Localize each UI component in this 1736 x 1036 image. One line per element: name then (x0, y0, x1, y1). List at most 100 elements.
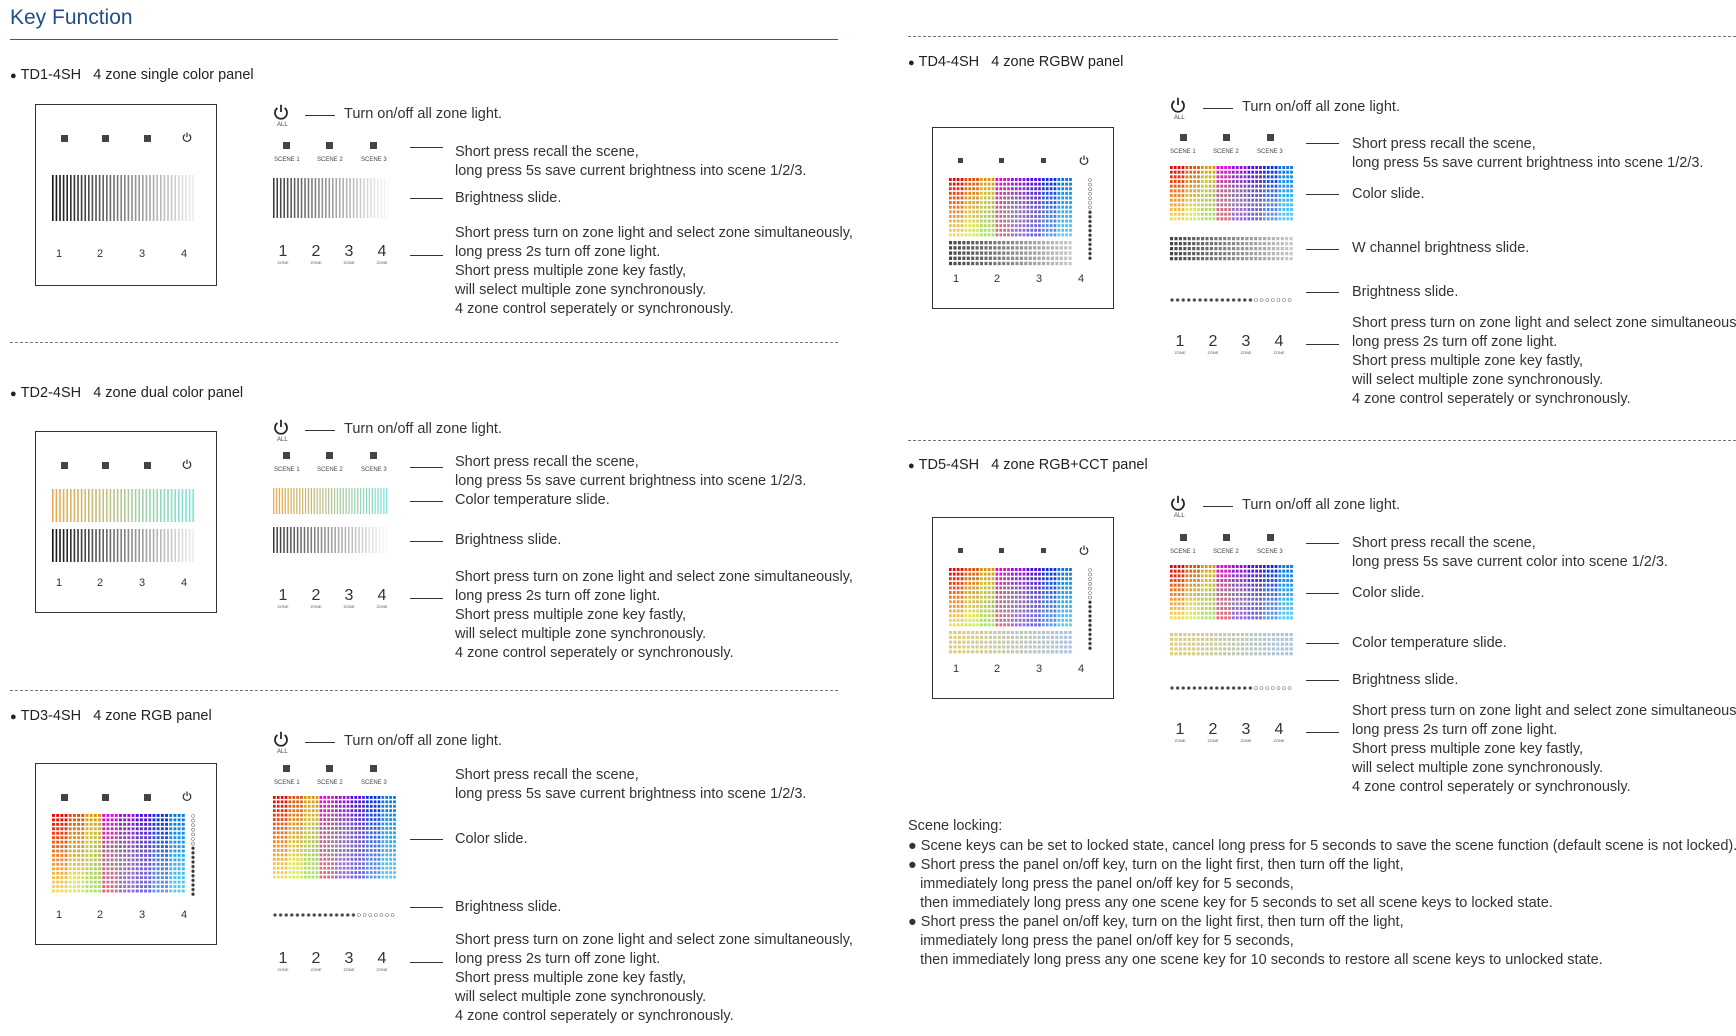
leader-line (410, 598, 443, 599)
divider (10, 690, 838, 691)
color-gradient-icon (949, 178, 1073, 238)
brightness-gradient-icon (52, 175, 196, 221)
slide-desc: W channel brightness slide. (1352, 240, 1530, 256)
scene-label: SCENE 1 (274, 157, 300, 163)
divider (908, 36, 1736, 37)
zone-desc-line: Short press turn on zone light and selec… (1352, 315, 1736, 331)
title-rule (10, 39, 838, 40)
slide-desc: Brightness slide. (455, 899, 562, 915)
zone-desc-line: 4 zone control seperately or synchronous… (455, 645, 734, 661)
zone-desc-line: Short press turn on zone light and selec… (455, 932, 853, 948)
leader-line (410, 962, 443, 963)
scene-label: SCENE 1 (274, 467, 300, 473)
scene-key-icon (61, 135, 68, 142)
leader-line (1306, 194, 1339, 195)
zone-desc-line: 4 zone control seperately or synchronous… (1352, 391, 1631, 407)
panel-illustration: 1 2 3 4 (35, 104, 217, 286)
power-icon (1079, 155, 1089, 166)
slide-desc: Brightness slide. (455, 190, 562, 206)
scene-key-icon (326, 142, 333, 149)
scene-key-icon (102, 135, 109, 142)
brightness-gradient-icon (1170, 237, 1294, 262)
color-temperature-gradient-icon (273, 488, 389, 514)
zone-desc-line: Short press multiple zone key fastly, (455, 263, 687, 279)
power-icon (274, 731, 288, 747)
scene-desc: Short press recall the scene, long press … (1352, 136, 1704, 171)
power-icon (1171, 495, 1185, 511)
scene-locking-text: ● Scene keys can be set to locked state,… (908, 838, 1736, 968)
zone-key: 4 ZONE (1273, 721, 1285, 744)
section-heading: ● TD2-4SH 4 zone dual color panel (10, 385, 244, 401)
zone-desc-line: long press 2s turn off zone light. (1352, 722, 1558, 738)
zone-key: 3 ZONE (343, 243, 355, 266)
zone-key: 3 ZONE (343, 587, 355, 610)
scene-label: SCENE 3 (361, 780, 387, 786)
color-gradient-icon (949, 568, 1073, 628)
leader-line (410, 255, 443, 256)
slide-desc: Color temperature slide. (455, 492, 610, 508)
leader-line (1306, 249, 1339, 250)
leader-line (1306, 344, 1339, 345)
leader-line (410, 839, 443, 840)
slide-desc: Color temperature slide. (1352, 635, 1507, 651)
power-icon (182, 132, 192, 143)
zone-desc-line: long press 2s turn off zone light. (455, 588, 661, 604)
leader-line (410, 467, 443, 468)
leader-line (1306, 680, 1339, 681)
zone-desc: Short press turn on zone light and selec… (1352, 702, 1736, 797)
zone-desc: Short press turn on zone light and selec… (455, 224, 853, 319)
color-gradient-icon (1170, 565, 1294, 621)
section-heading: ● TD5-4SH 4 zone RGB+CCT panel (908, 457, 1148, 473)
scene-label: SCENE 2 (317, 157, 343, 163)
color-gradient-icon (273, 796, 397, 880)
power-icon (274, 419, 288, 435)
zone-desc-line: 4 zone control seperately or synchronous… (1352, 779, 1631, 795)
slide-desc: Color slide. (455, 831, 528, 847)
dot-slider-icon (273, 905, 397, 923)
panel-illustration: 1 2 3 4 (35, 431, 217, 613)
power-label: ALL (1174, 115, 1185, 121)
color-temperature-gradient-icon (1170, 633, 1294, 657)
color-gradient-icon (52, 814, 186, 894)
color-temperature-gradient-icon (949, 631, 1073, 655)
scene-label: SCENE 2 (1213, 549, 1239, 555)
page-title: Key Function (10, 6, 133, 29)
scene-key-icon (144, 135, 151, 142)
leader-line (1306, 543, 1339, 544)
zone-key: 4 ZONE (376, 950, 388, 973)
zone-desc-line: will select multiple zone synchronously. (455, 282, 707, 298)
zone-desc-line: Short press turn on zone light and selec… (1352, 703, 1736, 719)
leader-line (410, 501, 443, 502)
zone-desc-line: 4 zone control seperately or synchronous… (455, 1008, 734, 1024)
leader-line (1306, 593, 1339, 594)
dot-slider-icon (1087, 568, 1093, 657)
leader-line (1203, 506, 1233, 507)
leader-line (1306, 732, 1339, 733)
scene-label: SCENE 3 (361, 467, 387, 473)
turn-on-off-desc: Turn on/off all zone light. (344, 106, 502, 122)
dot-slider-icon (1170, 290, 1294, 308)
scene-key-icon (370, 142, 377, 149)
zone-desc-line: Short press turn on zone light and selec… (455, 569, 853, 585)
zone-key: 2 ZONE (1207, 333, 1219, 356)
zone-key: 1 ZONE (1174, 333, 1186, 356)
scene-label: SCENE 3 (1257, 149, 1283, 155)
panel-illustration: 1 2 3 4 (932, 517, 1114, 699)
section-heading: ● TD1-4SH 4 zone single color panel (10, 67, 254, 83)
zone-key: 2 ZONE (310, 587, 322, 610)
leader-line (410, 541, 443, 542)
zone-desc-line: long press 2s turn off zone light. (1352, 334, 1558, 350)
scene-desc: Short press recall the scene, long press … (1352, 535, 1668, 570)
zone-key: 1 ZONE (277, 587, 289, 610)
panel-illustration: 1 2 3 4 (35, 763, 217, 945)
zone-desc-line: will select multiple zone synchronously. (455, 626, 707, 642)
scene-desc: Short press recall the scene, long press … (455, 767, 807, 802)
scene-locking-title: Scene locking: (908, 818, 1003, 834)
section-heading: ● TD3-4SH 4 zone RGB panel (10, 708, 212, 724)
turn-on-off-desc: Turn on/off all zone light. (1242, 497, 1400, 513)
zone-desc-line: will select multiple zone synchronously. (455, 989, 707, 1005)
zone-desc-line: Short press multiple zone key fastly, (1352, 741, 1584, 757)
leader-line (410, 147, 443, 148)
leader-line (1306, 143, 1339, 144)
scene-label: SCENE 2 (317, 467, 343, 473)
